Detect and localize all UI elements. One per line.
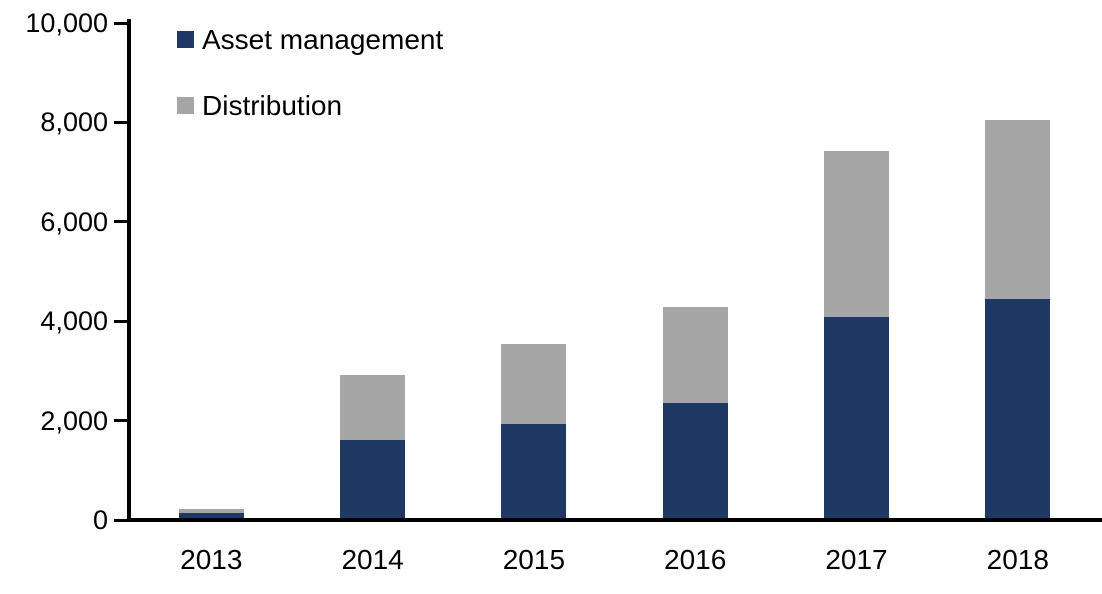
y-tick	[114, 21, 127, 25]
bar-segment-distribution	[985, 120, 1051, 299]
bar-segment-asset-management	[178, 513, 244, 518]
bar-segment-asset-management	[662, 403, 728, 518]
y-axis-line	[127, 19, 131, 522]
bar-segment-asset-management	[340, 439, 406, 518]
bar-segment-distribution	[501, 344, 567, 425]
x-tick-label: 2014	[341, 544, 404, 575]
legend-swatch-distribution-icon	[177, 97, 194, 114]
y-tick-label: 4,000	[40, 306, 108, 337]
bar-segment-distribution	[340, 375, 406, 440]
legend-swatch-asset-management-icon	[177, 31, 194, 48]
bar-segment-distribution	[824, 150, 889, 317]
bar-segment-asset-management	[501, 424, 567, 518]
x-tick-label: 2015	[502, 544, 566, 575]
x-tick-label: 2013	[180, 544, 243, 575]
legend-label-distribution: Distribution	[202, 89, 343, 121]
legend-item-distribution: Distribution	[177, 90, 443, 121]
legend-label-asset-management: Asset management	[202, 23, 444, 55]
bar-segment-asset-management	[985, 298, 1051, 518]
y-tick	[114, 518, 127, 522]
y-tick	[114, 220, 127, 224]
legend: Asset management Distribution	[177, 24, 443, 161]
bar-segment-distribution	[178, 509, 244, 514]
bar-segment-asset-management	[824, 316, 889, 518]
x-tick-label: 2018	[986, 544, 1049, 575]
bar-segment-distribution	[662, 306, 728, 404]
x-tick-label: 2017	[825, 544, 888, 575]
legend-item-asset-management: Asset management	[177, 24, 443, 55]
y-tick-label: 8,000	[40, 107, 108, 138]
y-tick-label: 10,000	[25, 8, 108, 38]
y-tick	[114, 419, 127, 423]
y-tick-label: 6,000	[40, 206, 108, 237]
x-axis-line	[127, 518, 1102, 522]
y-tick	[114, 120, 127, 124]
y-tick-label: 2,000	[40, 405, 108, 436]
x-tick-label: 2016	[664, 544, 727, 575]
y-tick	[114, 319, 127, 323]
y-tick-label: 0	[92, 505, 108, 535]
